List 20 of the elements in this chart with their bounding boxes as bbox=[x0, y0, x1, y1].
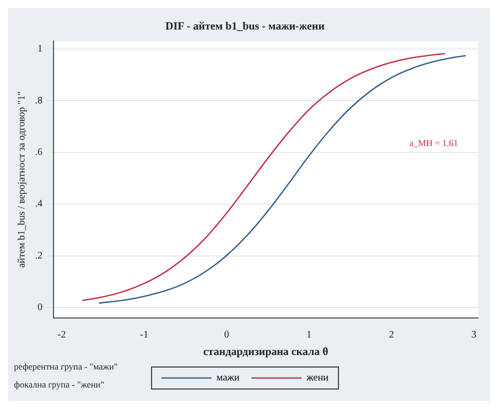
annotation: a_MH = 1.61 bbox=[410, 138, 458, 148]
y-tick-label: 0 bbox=[38, 302, 42, 314]
text: фокална група - "жени" bbox=[14, 379, 104, 390]
y-axis-title: айтем b1_bus / веројатност за одговор "1" bbox=[16, 91, 28, 268]
x-axis-title: стандардизирана скала θ bbox=[203, 346, 328, 358]
text: референтна група - "мажи" bbox=[14, 361, 118, 372]
x-tick-label: 1 bbox=[306, 329, 312, 340]
x-tick-label: 2 bbox=[388, 329, 394, 340]
legend-label: жени bbox=[306, 372, 330, 384]
x-tick-label: 3 bbox=[471, 329, 476, 340]
y-tick-label: .8 bbox=[35, 95, 42, 106]
y-tick-label: .2 bbox=[35, 250, 42, 262]
y-tick-label: .4 bbox=[35, 198, 42, 210]
y-tick-label: .6 bbox=[35, 146, 42, 158]
x-tick-label: 0 bbox=[224, 329, 230, 340]
x-tick-label: -1 bbox=[140, 329, 148, 340]
y-tick-label: 1 bbox=[38, 44, 42, 55]
x-tick-label: -2 bbox=[58, 329, 66, 340]
chart-title: DIF - айтем b1_bus - мажи-жени bbox=[165, 20, 326, 32]
legend-label: мажи bbox=[216, 372, 240, 384]
